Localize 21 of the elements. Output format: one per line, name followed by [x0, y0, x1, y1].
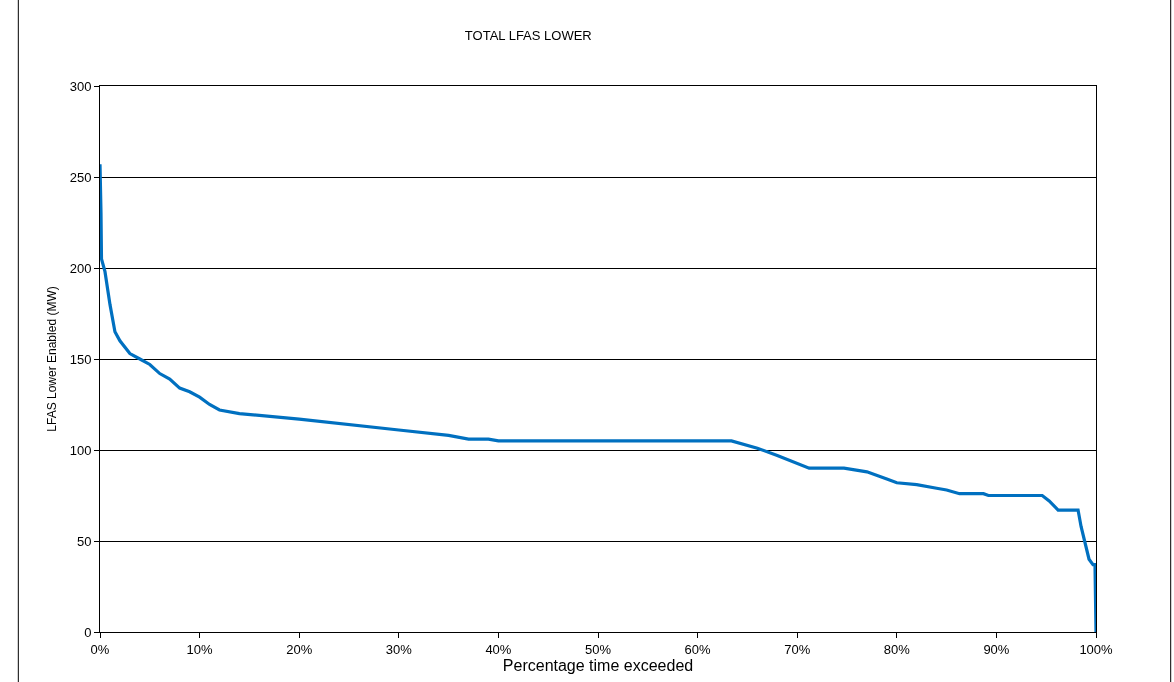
y-tick-label: 0	[84, 624, 92, 640]
y-tick-label: 200	[69, 260, 92, 276]
x-tick-label: 80%	[883, 641, 911, 657]
chart-title: TOTAL LFAS LOWER	[464, 27, 592, 43]
x-tick-label: 10%	[186, 641, 214, 657]
y-tick-label: 50	[76, 533, 92, 549]
x-axis-title: Percentage time exceeded	[502, 656, 694, 674]
x-tick-label: 0%	[90, 641, 110, 657]
y-tick-label: 250	[69, 169, 92, 185]
x-tick-label: 20%	[286, 641, 313, 657]
x-tick-label: 100%	[1079, 641, 1114, 657]
x-tick-label: 70%	[784, 641, 811, 657]
y-axis-title: LFAS Lower Enabled (MW)	[45, 286, 59, 432]
x-tick-label: 30%	[385, 641, 413, 657]
y-tick-label: 100	[69, 442, 92, 458]
x-tick-label: 40%	[485, 641, 512, 657]
y-tick-label: 150	[69, 351, 92, 367]
y-tick-label: 300	[69, 78, 92, 94]
x-tick-label: 60%	[684, 641, 712, 657]
x-tick-label: 90%	[983, 641, 1010, 657]
x-tick-label: 50%	[584, 641, 612, 657]
